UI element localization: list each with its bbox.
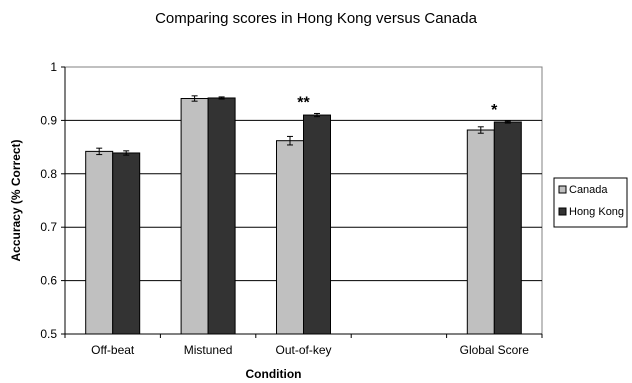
chart-title: Comparing scores in Hong Kong versus Can… <box>155 10 477 27</box>
bar-hong-kong <box>112 152 141 335</box>
y-tick-label: 1 <box>50 60 57 74</box>
legend-label: Canada <box>569 184 608 196</box>
x-tick-label: Mistuned <box>184 343 233 357</box>
bar-hong-kong <box>493 121 522 335</box>
x-tick-label: Global Score <box>460 343 530 357</box>
y-tick-label: 0.9 <box>40 113 57 127</box>
legend-label: Hong Kong <box>569 206 624 218</box>
bar-hong-kong <box>207 97 236 335</box>
bar-canada <box>466 129 495 335</box>
bar-canada <box>180 98 209 335</box>
y-tick-label: 0.8 <box>40 167 57 181</box>
y-tick-label: 0.6 <box>40 274 57 288</box>
y-tick-label: 0.5 <box>40 327 57 341</box>
bar-hong-kong <box>303 114 331 335</box>
y-axis-title: Accuracy (% Correct) <box>9 139 23 261</box>
x-axis-title: Condition <box>246 367 302 381</box>
bar-canada <box>85 150 114 335</box>
bar-canada <box>276 140 304 335</box>
x-tick-label: Off-beat <box>91 343 135 357</box>
legend-swatch-canada <box>558 185 567 194</box>
significance-marker: ** <box>297 94 310 111</box>
x-tick-label: Out-of-key <box>275 343 331 357</box>
significance-marker: * <box>491 102 498 119</box>
legend-swatch-hong-kong <box>558 207 567 216</box>
y-tick-label: 0.7 <box>40 220 57 234</box>
